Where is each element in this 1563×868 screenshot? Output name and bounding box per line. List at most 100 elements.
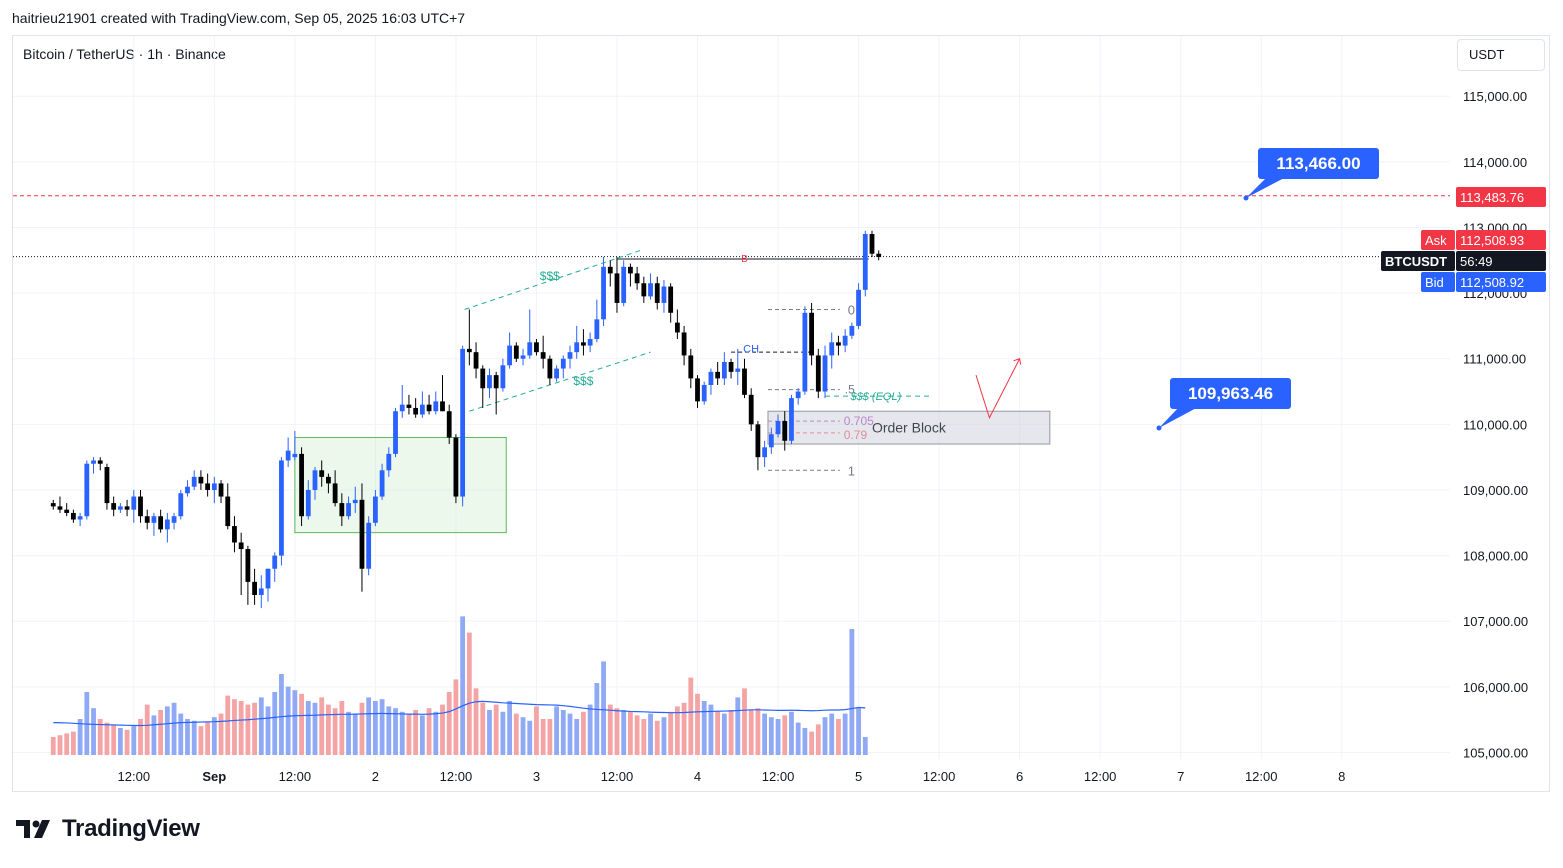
symbol-tag-bg bbox=[1381, 251, 1455, 271]
fib-half-label: .5 bbox=[845, 383, 855, 397]
volume-bar bbox=[178, 713, 184, 755]
volume-bar bbox=[581, 711, 586, 755]
volume-bar bbox=[299, 693, 304, 755]
candle-body bbox=[480, 368, 486, 389]
candle-body bbox=[849, 325, 855, 336]
candle-body bbox=[829, 342, 835, 356]
candle-body bbox=[265, 568, 271, 589]
candle-body bbox=[433, 401, 439, 412]
candle-body bbox=[688, 355, 694, 379]
volume-bar bbox=[426, 708, 432, 755]
symbol-title[interactable]: Bitcoin / TetherUS · 1h · Binance bbox=[23, 46, 226, 62]
time-tick-label: 12:00 bbox=[279, 769, 312, 784]
candle-body bbox=[856, 289, 861, 326]
candle-body bbox=[346, 503, 351, 517]
volume-bar bbox=[440, 704, 445, 755]
volume-bar bbox=[97, 719, 103, 755]
candle-body bbox=[171, 516, 177, 523]
volume-bar bbox=[661, 717, 667, 755]
candle-body bbox=[225, 496, 231, 527]
volume-bar bbox=[225, 695, 231, 755]
candle-body bbox=[487, 375, 492, 389]
volume-bar bbox=[419, 715, 425, 755]
time-tick-label: 5 bbox=[855, 769, 862, 784]
last-price-tag-text: 113,483.76 bbox=[1460, 190, 1524, 205]
tradingview-logo[interactable]: TradingView bbox=[16, 815, 200, 843]
volume-bar bbox=[527, 720, 533, 755]
volume-bar bbox=[292, 690, 298, 755]
symbol-tag-text: BTCUSDT bbox=[1385, 254, 1447, 269]
volume-bar bbox=[836, 719, 841, 755]
volume-bar bbox=[534, 706, 539, 755]
candle-body bbox=[815, 355, 821, 392]
time-tick-label: 6 bbox=[1016, 769, 1023, 784]
price-tick-label: 110,000.00 bbox=[1463, 417, 1527, 432]
volume-bar bbox=[688, 677, 694, 755]
bid-label-tag-bg bbox=[1421, 272, 1455, 292]
volume-bar bbox=[547, 719, 553, 755]
candle-body bbox=[57, 506, 63, 510]
candle-body bbox=[211, 483, 217, 490]
volume-bar bbox=[218, 713, 224, 755]
candle-body bbox=[164, 519, 170, 530]
candle-body bbox=[560, 358, 566, 369]
volume-bar bbox=[674, 706, 680, 755]
time-axis[interactable]: 12:00 Sep 12:00 2 12:00 3 12:00 4 12:00 5 12:00 6 12… bbox=[118, 769, 1346, 784]
volume-bar bbox=[762, 713, 768, 755]
candle-body bbox=[755, 424, 761, 458]
volume-bar bbox=[272, 692, 278, 755]
volume-bar bbox=[332, 708, 338, 755]
candle-body bbox=[473, 352, 479, 369]
candle-body bbox=[117, 506, 123, 510]
volume-bar bbox=[372, 701, 378, 755]
volume-bar bbox=[205, 722, 211, 755]
volume-bar bbox=[856, 708, 861, 755]
candle-body bbox=[466, 348, 472, 353]
candle-body bbox=[728, 362, 734, 372]
candle-body bbox=[359, 499, 365, 569]
candle-body bbox=[594, 319, 600, 340]
candle-body bbox=[681, 332, 687, 356]
candle-body bbox=[460, 348, 466, 497]
ask-label-tag-bg bbox=[1421, 230, 1455, 250]
candle-body bbox=[567, 352, 573, 359]
time-tick-label: Sep bbox=[202, 769, 226, 784]
candle-body bbox=[332, 483, 338, 504]
volume-bar bbox=[493, 704, 499, 755]
volume-bar bbox=[393, 708, 398, 755]
candle-body bbox=[581, 342, 586, 346]
volume-bar bbox=[433, 711, 439, 755]
volume-bar bbox=[453, 679, 459, 755]
candle-body bbox=[715, 371, 721, 379]
candle-body bbox=[413, 407, 419, 415]
volume-bar bbox=[695, 693, 700, 755]
currency-button[interactable]: USDT bbox=[1457, 39, 1545, 71]
candle-body bbox=[91, 460, 96, 464]
candle-body bbox=[151, 516, 157, 523]
time-tick-label: 12:00 bbox=[762, 769, 795, 784]
volume-bar bbox=[346, 711, 351, 755]
candle-body bbox=[426, 404, 432, 412]
price-tick-label: 111,000.00 bbox=[1463, 352, 1526, 367]
candle-body bbox=[641, 283, 647, 297]
volume-moving-average bbox=[53, 700, 866, 727]
volume-bar bbox=[822, 717, 828, 755]
candle-body bbox=[453, 437, 459, 497]
candle-body bbox=[721, 362, 727, 379]
volume-bar bbox=[715, 711, 721, 755]
time-tick-label: 4 bbox=[694, 769, 701, 784]
candlesticks bbox=[50, 230, 882, 609]
liquidity-top-label: $$$ bbox=[540, 269, 560, 283]
volume-bar bbox=[601, 661, 606, 755]
candle-body bbox=[708, 371, 714, 385]
candle-body bbox=[285, 450, 291, 461]
candle-body bbox=[319, 470, 325, 477]
candle-body bbox=[513, 345, 519, 359]
last-price-tag-bg bbox=[1456, 187, 1546, 207]
price-axis[interactable]: 105,000.00 106,000.00 107,000.00 108,000.00… bbox=[1463, 89, 1528, 760]
candle-body bbox=[789, 398, 794, 441]
volume-bar bbox=[104, 722, 110, 755]
ask-price-tag-bg bbox=[1456, 230, 1546, 250]
volume-bar bbox=[789, 711, 794, 755]
